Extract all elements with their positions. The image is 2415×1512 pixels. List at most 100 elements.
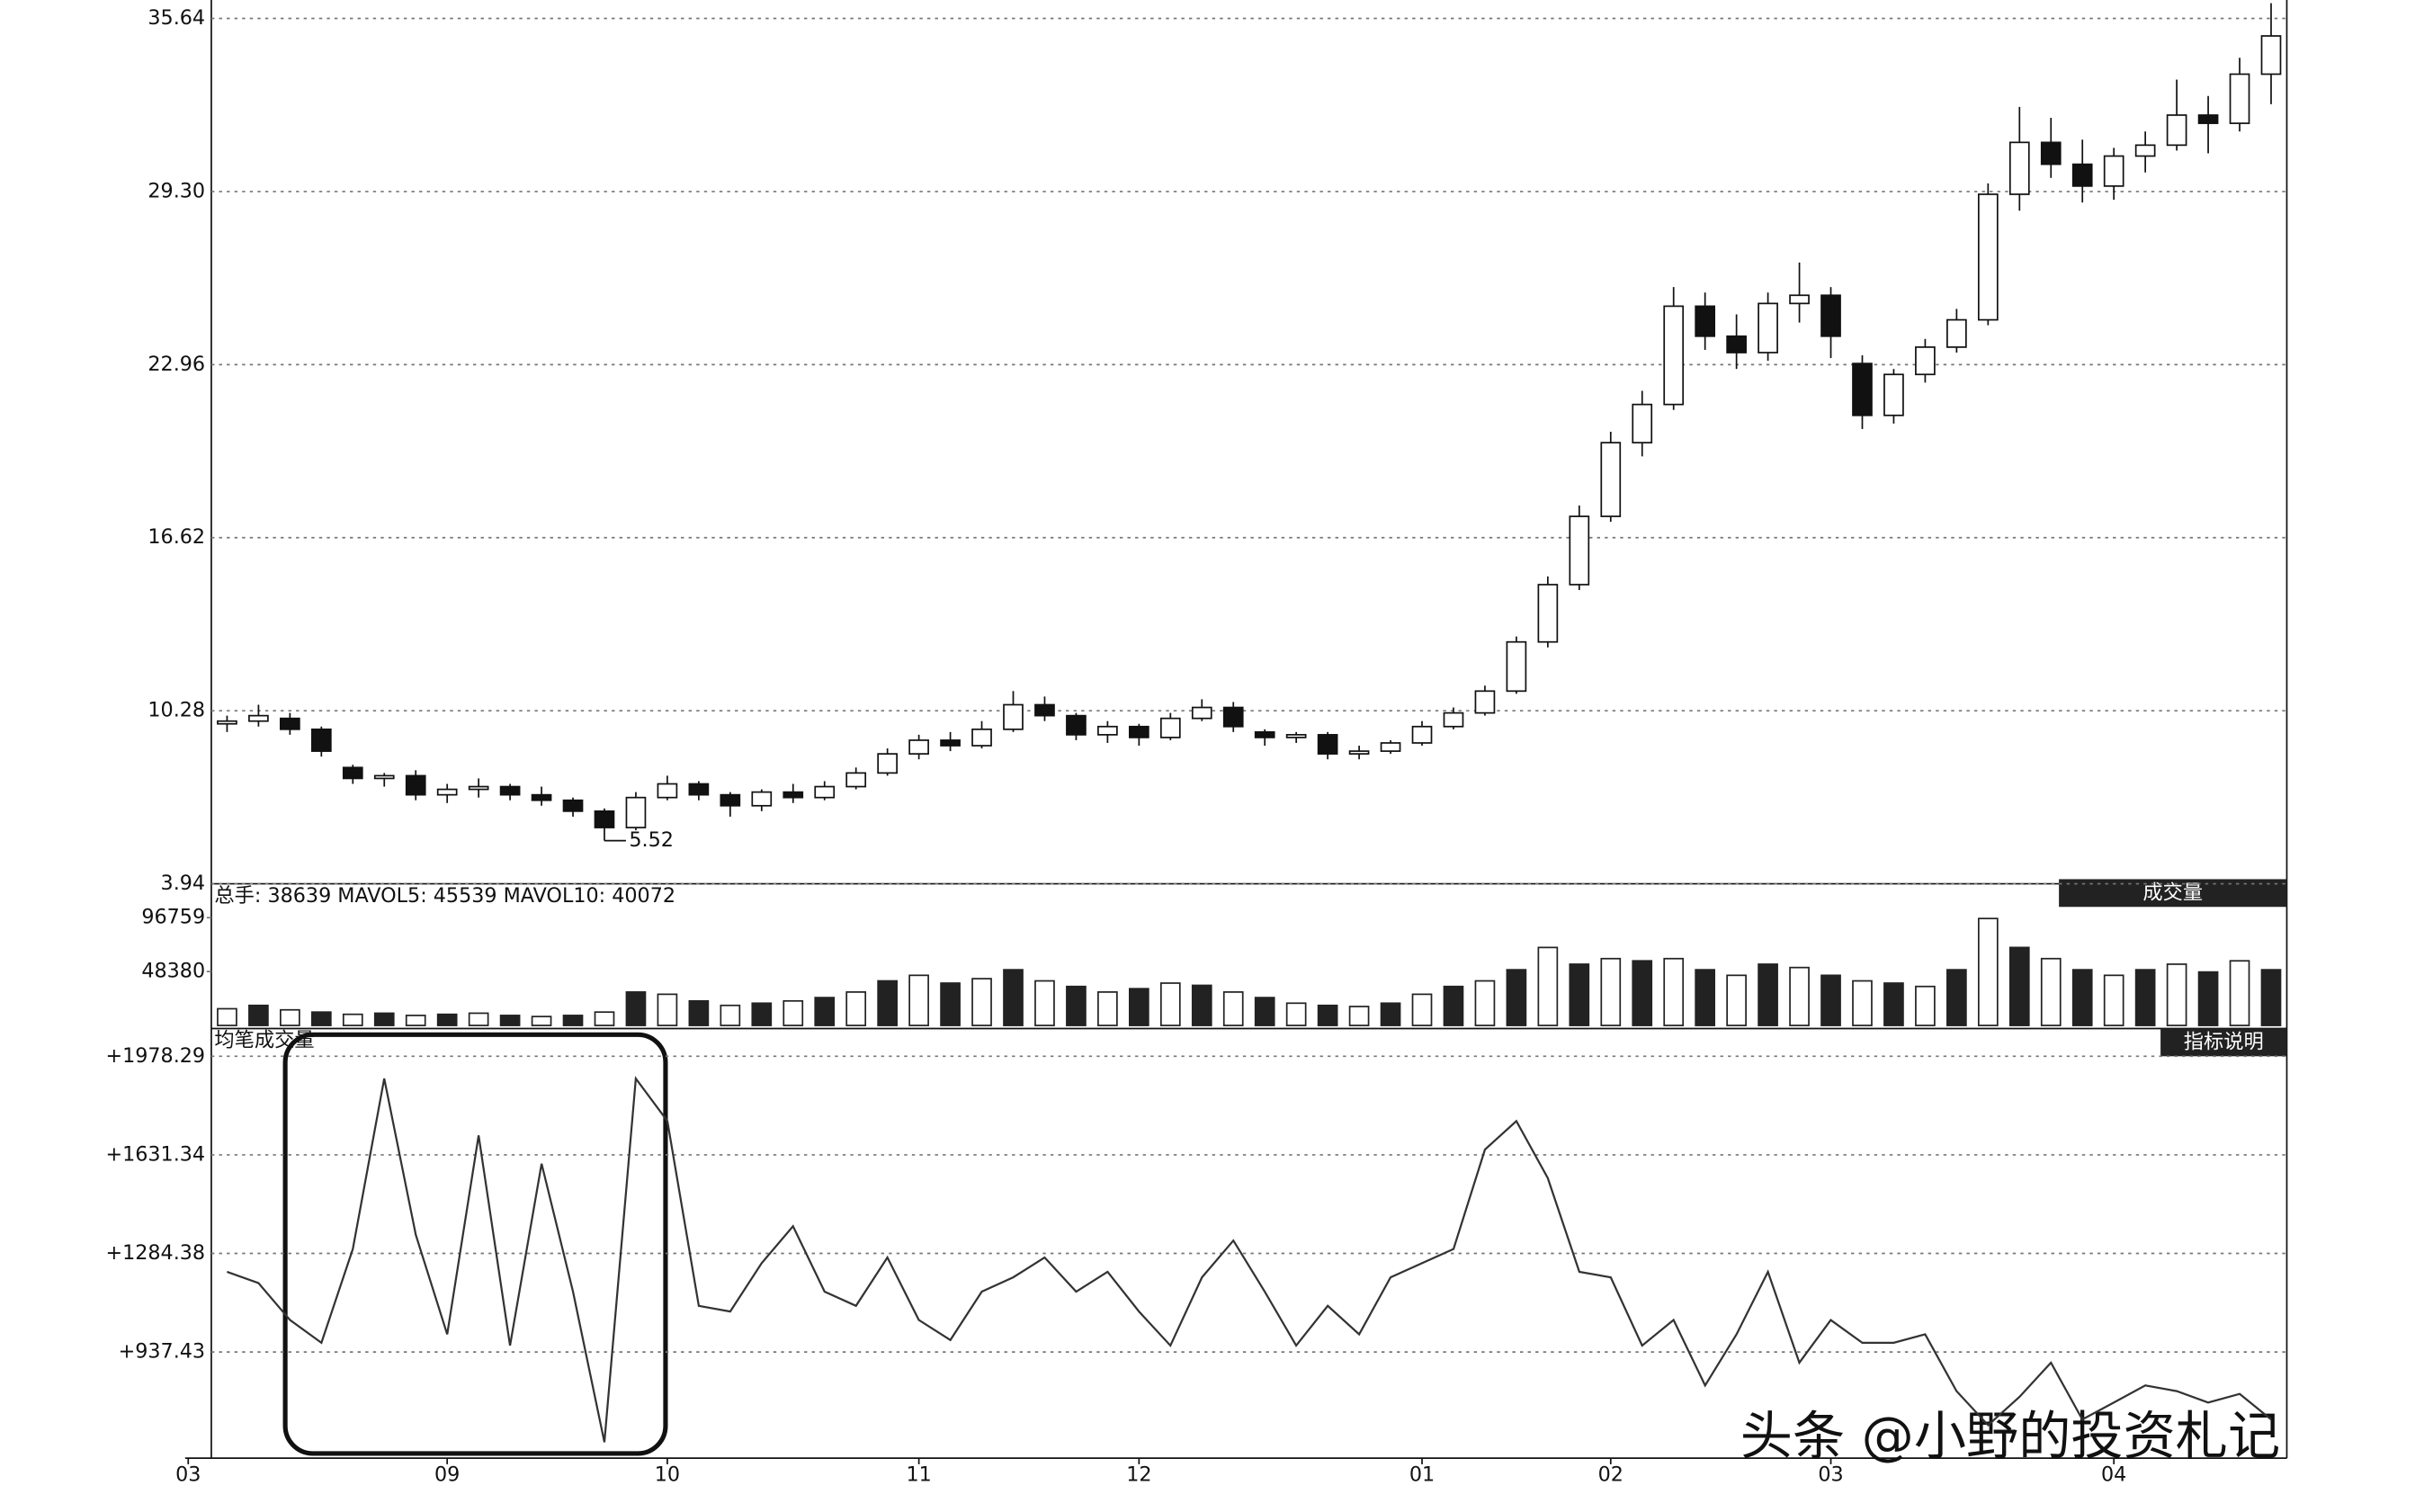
volume-bar <box>1915 985 1936 1026</box>
candle-body <box>499 785 521 796</box>
volume-bar <box>1758 963 1778 1026</box>
candle-body <box>1726 335 1747 353</box>
candle-body <box>1034 703 1055 717</box>
volume-header: 总手: 38639 MAVOL5: 45539 MAVOL10: 40072 <box>214 884 675 908</box>
volume-bar <box>499 1015 521 1026</box>
candle-body <box>342 766 363 780</box>
candle-body <box>2260 35 2282 76</box>
panel-label: 成交量 <box>2142 881 2203 904</box>
volume-bar <box>1191 984 1212 1026</box>
candle-body <box>217 720 237 725</box>
candle-body <box>751 791 773 807</box>
candle-body <box>940 739 961 747</box>
volume-bar <box>2040 957 2062 1026</box>
candle-body <box>720 793 741 807</box>
volume-bar <box>845 991 867 1026</box>
candle-body <box>1506 640 1527 693</box>
volume-bar <box>1695 969 1716 1026</box>
candle-body <box>1159 717 1181 738</box>
candle-body <box>625 796 647 828</box>
candle-body <box>814 785 836 799</box>
volume-bar <box>1537 946 1559 1026</box>
volume-bar <box>217 1007 237 1026</box>
candle-body <box>1946 318 1967 348</box>
volume-bar <box>1946 969 1967 1026</box>
candle-body <box>1977 193 1999 321</box>
candle-body <box>468 785 489 791</box>
volume-bar <box>1129 988 1149 1026</box>
candle-body <box>1569 515 1590 586</box>
volume-bar <box>1600 957 1622 1026</box>
candle-body <box>657 783 678 799</box>
volume-bar <box>657 993 678 1026</box>
candle-body <box>436 788 458 796</box>
volume-bar <box>342 1013 363 1026</box>
volume-bar <box>783 999 804 1026</box>
volume-bar <box>1097 991 1118 1026</box>
candle-body <box>594 810 615 828</box>
y-tick-label: 48380 <box>141 960 205 983</box>
volume-bar <box>2008 946 2030 1026</box>
volume-bar <box>720 1004 741 1026</box>
volume-bar <box>1789 966 1810 1026</box>
candle-body <box>1695 305 1716 337</box>
candle-body <box>562 799 584 812</box>
y-tick-label: 35.64 <box>148 6 205 30</box>
x-tick-label: 10 <box>655 1463 680 1486</box>
volume-bar <box>1632 960 1653 1026</box>
candle-body <box>1600 442 1622 517</box>
candle-body <box>405 774 426 796</box>
volume-bar <box>280 1008 300 1026</box>
volume-bar <box>971 978 992 1026</box>
volume-bar <box>877 980 898 1026</box>
volume-bar <box>1883 982 1904 1026</box>
volume-bar <box>2166 963 2187 1026</box>
candle-body <box>248 714 269 722</box>
candle-body <box>2134 144 2156 157</box>
candle-body <box>688 783 710 796</box>
candle-body <box>310 728 332 752</box>
candle-body <box>1411 725 1433 744</box>
candle-body <box>2197 114 2219 124</box>
x-tick-label: 02 <box>1598 1463 1623 1486</box>
candle-body <box>2071 163 2093 187</box>
candle-body <box>1285 734 1307 738</box>
candle-body <box>1758 302 1778 353</box>
volume-bar <box>1066 985 1087 1026</box>
candle-body <box>1883 373 1904 416</box>
candle-body <box>1222 706 1244 728</box>
x-tick-label: 03 <box>175 1463 201 1486</box>
volume-bar <box>1254 997 1275 1026</box>
x-tick-label: 11 <box>906 1463 931 1486</box>
candle-body <box>908 739 929 755</box>
candle-body <box>1129 725 1149 738</box>
volume-bar <box>1003 969 1024 1026</box>
candle-body <box>1066 714 1087 736</box>
volume-bar <box>751 1002 773 1026</box>
candle-body <box>783 791 804 799</box>
y-tick-label: 22.96 <box>148 353 205 376</box>
volume-bar <box>2229 960 2250 1026</box>
volume-bar <box>1034 980 1055 1026</box>
volume-bar <box>1317 1004 1338 1026</box>
y-tick-label: +1284.38 <box>105 1241 205 1265</box>
candle-body <box>280 717 300 730</box>
volume-bar <box>1159 982 1181 1026</box>
x-tick-label: 01 <box>1409 1463 1435 1486</box>
y-tick-label: 3.94 <box>161 872 206 895</box>
volume-bar <box>531 1015 552 1026</box>
candle-body <box>1317 734 1338 755</box>
candle-body <box>531 793 552 801</box>
x-tick-label: 03 <box>1818 1463 1843 1486</box>
candle-body <box>1915 346 1936 376</box>
low-annotation: 5.52 <box>629 828 674 852</box>
panel-label: 指标说明 <box>2184 1030 2264 1053</box>
volume-bar <box>562 1015 584 1026</box>
volume-bar <box>908 974 929 1026</box>
candle-body <box>1789 294 1810 305</box>
volume-bar <box>1569 963 1590 1026</box>
volume-bar <box>2197 971 2219 1026</box>
volume-bar <box>1820 974 1841 1026</box>
volume-bar <box>436 1013 458 1026</box>
volume-bar <box>2134 969 2156 1026</box>
